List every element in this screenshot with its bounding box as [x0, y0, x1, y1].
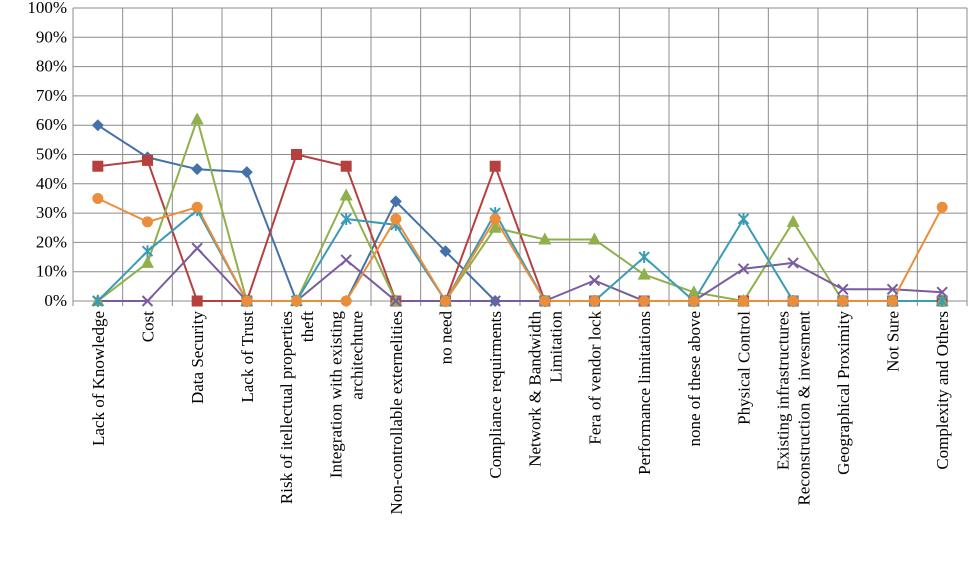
data-point-marker	[439, 245, 452, 258]
series-line	[97, 197, 944, 302]
data-point-marker	[787, 295, 799, 307]
data-point-marker	[390, 295, 402, 307]
data-point-marker	[92, 192, 104, 204]
data-point-marker	[588, 232, 601, 245]
x-category-label: Fera of vendor lock	[586, 311, 605, 445]
series-line	[97, 118, 943, 302]
data-point-marker	[638, 251, 650, 264]
series-lines	[97, 118, 944, 302]
data-point-marker	[291, 295, 302, 307]
data-point-marker	[339, 188, 353, 201]
data-point-marker	[637, 267, 651, 280]
x-category-label: Performance limitations	[635, 311, 654, 475]
data-point-marker	[190, 112, 204, 125]
y-tick-label: 30%	[36, 203, 67, 222]
x-category-label: Risk of itellectual properties	[277, 311, 296, 504]
y-tick-label: 70%	[36, 86, 67, 105]
data-point-marker	[589, 295, 600, 307]
y-tick-label: 60%	[36, 115, 67, 134]
data-point-marker	[837, 283, 849, 295]
data-point-marker	[936, 286, 948, 298]
x-category-label: Network & Bandwidth	[525, 311, 544, 467]
y-axis-tick-labels: 0% 10% 20% 30% 40% 50% 60% 70% 80% 90% 100%	[27, 0, 67, 310]
data-point-marker	[141, 245, 154, 258]
data-point-marker	[539, 295, 551, 307]
data-point-marker	[887, 295, 898, 307]
data-point-marker	[489, 295, 501, 307]
data-point-marker	[191, 242, 203, 254]
x-category-label: Reconstruction & invesment	[795, 311, 814, 506]
data-point-marker	[389, 195, 402, 208]
data-point-marker	[141, 295, 154, 307]
x-axis-category-labels: Lack of Knowledge Cost Data Security Lack o…	[89, 311, 952, 515]
series-markers	[91, 112, 949, 307]
x-category-label: Existing infrastructures	[774, 311, 793, 470]
x-category-label: Non-controllable externelities	[387, 311, 406, 514]
data-point-marker	[340, 212, 352, 225]
x-category-label: Cost	[139, 311, 158, 342]
data-point-marker	[142, 154, 153, 166]
data-point-marker	[737, 212, 750, 225]
data-point-marker	[291, 149, 302, 160]
data-point-marker	[91, 119, 104, 132]
data-point-marker	[191, 201, 203, 213]
x-category-label: Compliance requirments	[486, 311, 505, 479]
x-category-label: Physical Control	[735, 311, 754, 425]
data-point-marker	[787, 257, 799, 269]
data-point-marker	[191, 295, 203, 307]
data-point-marker	[142, 216, 153, 228]
series-line	[97, 247, 943, 302]
y-tick-label: 100%	[27, 0, 67, 17]
data-point-marker	[440, 295, 451, 307]
series-marker-group	[92, 192, 948, 307]
data-point-marker	[390, 213, 402, 225]
data-point-marker	[538, 232, 552, 245]
data-point-marker	[489, 213, 501, 225]
data-point-marker	[588, 274, 601, 287]
data-point-marker	[340, 254, 352, 266]
data-point-marker	[92, 160, 104, 172]
x-category-label: Data Security	[188, 311, 207, 404]
data-point-marker	[936, 201, 948, 213]
x-category-label: Not Sure	[884, 311, 903, 372]
data-point-marker	[488, 220, 502, 233]
x-category-label: Lack of Knowledge	[89, 311, 108, 446]
data-point-marker	[638, 295, 650, 307]
data-point-marker	[92, 295, 104, 307]
y-tick-label: 90%	[36, 27, 67, 46]
data-point-marker	[340, 160, 352, 172]
data-point-marker	[240, 166, 253, 179]
y-tick-label: 10%	[36, 262, 67, 281]
y-tick-label: 80%	[36, 57, 67, 76]
data-point-marker	[340, 295, 352, 307]
data-point-marker	[738, 295, 749, 307]
data-point-marker	[191, 163, 204, 176]
data-point-marker	[687, 285, 701, 298]
x-category-label: no need	[437, 311, 456, 365]
y-tick-label: 0%	[44, 291, 67, 310]
x-category-label: theft	[298, 311, 317, 342]
x-category-label: Complexity and Others	[933, 311, 952, 470]
data-point-marker	[489, 160, 501, 172]
data-point-marker	[737, 263, 750, 275]
x-category-label: Lack of Trust	[238, 311, 257, 403]
data-point-marker	[837, 295, 849, 307]
data-point-marker	[241, 295, 253, 307]
data-point-marker	[688, 295, 700, 307]
x-category-label: architechture	[348, 311, 367, 400]
y-tick-label: 50%	[36, 145, 67, 164]
data-point-marker	[141, 255, 154, 268]
data-point-marker	[786, 214, 800, 227]
gridlines	[72, 7, 968, 306]
data-point-marker	[936, 295, 948, 307]
x-category-label: Geographical Proximity	[834, 311, 853, 475]
data-point-marker	[886, 283, 899, 295]
y-tick-label: 40%	[36, 174, 67, 193]
x-category-label: none of these above	[685, 311, 704, 446]
y-tick-label: 20%	[36, 232, 67, 251]
x-category-label: Integration with existing	[327, 311, 346, 479]
x-category-label: Limitation	[546, 311, 565, 383]
